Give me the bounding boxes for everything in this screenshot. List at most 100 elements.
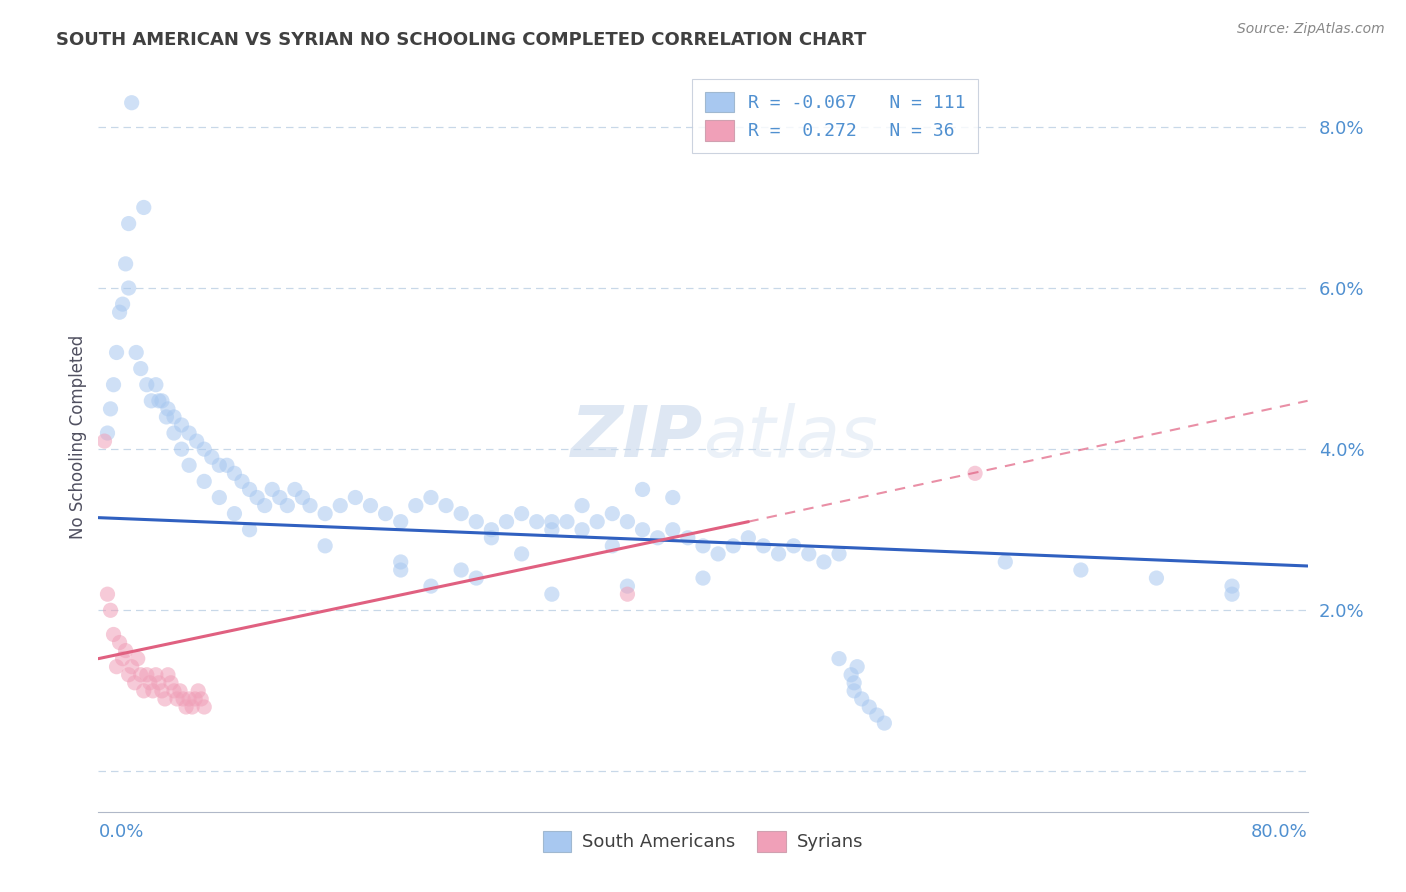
Point	[1220, 587, 1243, 601]
Point	[299, 499, 322, 513]
Point	[783, 539, 806, 553]
Point	[797, 547, 820, 561]
Point	[965, 467, 987, 481]
Point	[224, 467, 246, 481]
Point	[510, 507, 533, 521]
Point	[752, 539, 775, 553]
Point	[163, 409, 186, 424]
Point	[616, 515, 638, 529]
Point	[184, 692, 207, 706]
Point	[631, 483, 654, 497]
Point	[170, 417, 193, 432]
Point	[246, 491, 269, 505]
Text: 80.0%: 80.0%	[1251, 823, 1308, 841]
Point	[118, 281, 141, 295]
Point	[105, 659, 128, 673]
Point	[111, 297, 134, 311]
Point	[118, 667, 141, 681]
Point	[129, 361, 152, 376]
Point	[616, 579, 638, 593]
Point	[828, 547, 851, 561]
Text: SOUTH AMERICAN VS SYRIAN NO SCHOOLING COMPLETED CORRELATION CHART: SOUTH AMERICAN VS SYRIAN NO SCHOOLING CO…	[56, 31, 866, 49]
Point	[1144, 571, 1167, 585]
Point	[450, 563, 472, 577]
Point	[389, 515, 412, 529]
Point	[114, 257, 136, 271]
Point	[135, 377, 157, 392]
Text: atlas: atlas	[703, 402, 877, 472]
Point	[108, 635, 131, 649]
Point	[253, 499, 276, 513]
Point	[215, 458, 238, 473]
Point	[723, 539, 745, 553]
Point	[360, 499, 382, 513]
Point	[108, 305, 131, 319]
Point	[153, 692, 176, 706]
Point	[291, 491, 314, 505]
Point	[145, 667, 167, 681]
Point	[155, 409, 177, 424]
Point	[231, 475, 253, 489]
Point	[172, 692, 194, 706]
Point	[156, 667, 179, 681]
Point	[190, 692, 212, 706]
Point	[813, 555, 835, 569]
Point	[111, 651, 134, 665]
Point	[148, 675, 170, 690]
Point	[846, 659, 869, 673]
Point	[586, 515, 609, 529]
Legend: South Americans, Syrians: South Americans, Syrians	[536, 823, 870, 859]
Point	[555, 515, 578, 529]
Point	[540, 587, 562, 601]
Point	[118, 217, 141, 231]
Point	[145, 377, 167, 392]
Point	[374, 507, 396, 521]
Point	[737, 531, 759, 545]
Point	[139, 675, 162, 690]
Point	[208, 491, 231, 505]
Point	[208, 458, 231, 473]
Point	[768, 547, 790, 561]
Point	[100, 603, 122, 617]
Point	[661, 491, 683, 505]
Point	[858, 700, 880, 714]
Point	[851, 692, 873, 706]
Point	[571, 523, 593, 537]
Text: Source: ZipAtlas.com: Source: ZipAtlas.com	[1237, 22, 1385, 37]
Point	[602, 507, 624, 521]
Point	[434, 499, 457, 513]
Point	[828, 651, 851, 665]
Point	[661, 523, 683, 537]
Point	[179, 692, 201, 706]
Point	[224, 507, 246, 521]
Point	[389, 555, 412, 569]
Point	[1070, 563, 1092, 577]
Point	[201, 450, 224, 465]
Text: 0.0%: 0.0%	[98, 823, 143, 841]
Point	[121, 659, 143, 673]
Point	[495, 515, 517, 529]
Point	[96, 587, 118, 601]
Point	[96, 425, 118, 440]
Point	[844, 675, 866, 690]
Point	[125, 345, 148, 359]
Point	[163, 684, 186, 698]
Point	[616, 587, 638, 601]
Point	[193, 700, 215, 714]
Point	[141, 393, 163, 408]
Point	[186, 434, 208, 449]
Point	[193, 442, 215, 457]
Point	[707, 547, 730, 561]
Point	[135, 667, 157, 681]
Point	[160, 675, 183, 690]
Point	[127, 651, 149, 665]
Point	[132, 201, 155, 215]
Point	[676, 531, 699, 545]
Point	[163, 425, 186, 440]
Point	[169, 684, 191, 698]
Point	[873, 716, 896, 731]
Point	[187, 684, 209, 698]
Point	[866, 708, 889, 723]
Point	[647, 531, 669, 545]
Point	[93, 434, 115, 449]
